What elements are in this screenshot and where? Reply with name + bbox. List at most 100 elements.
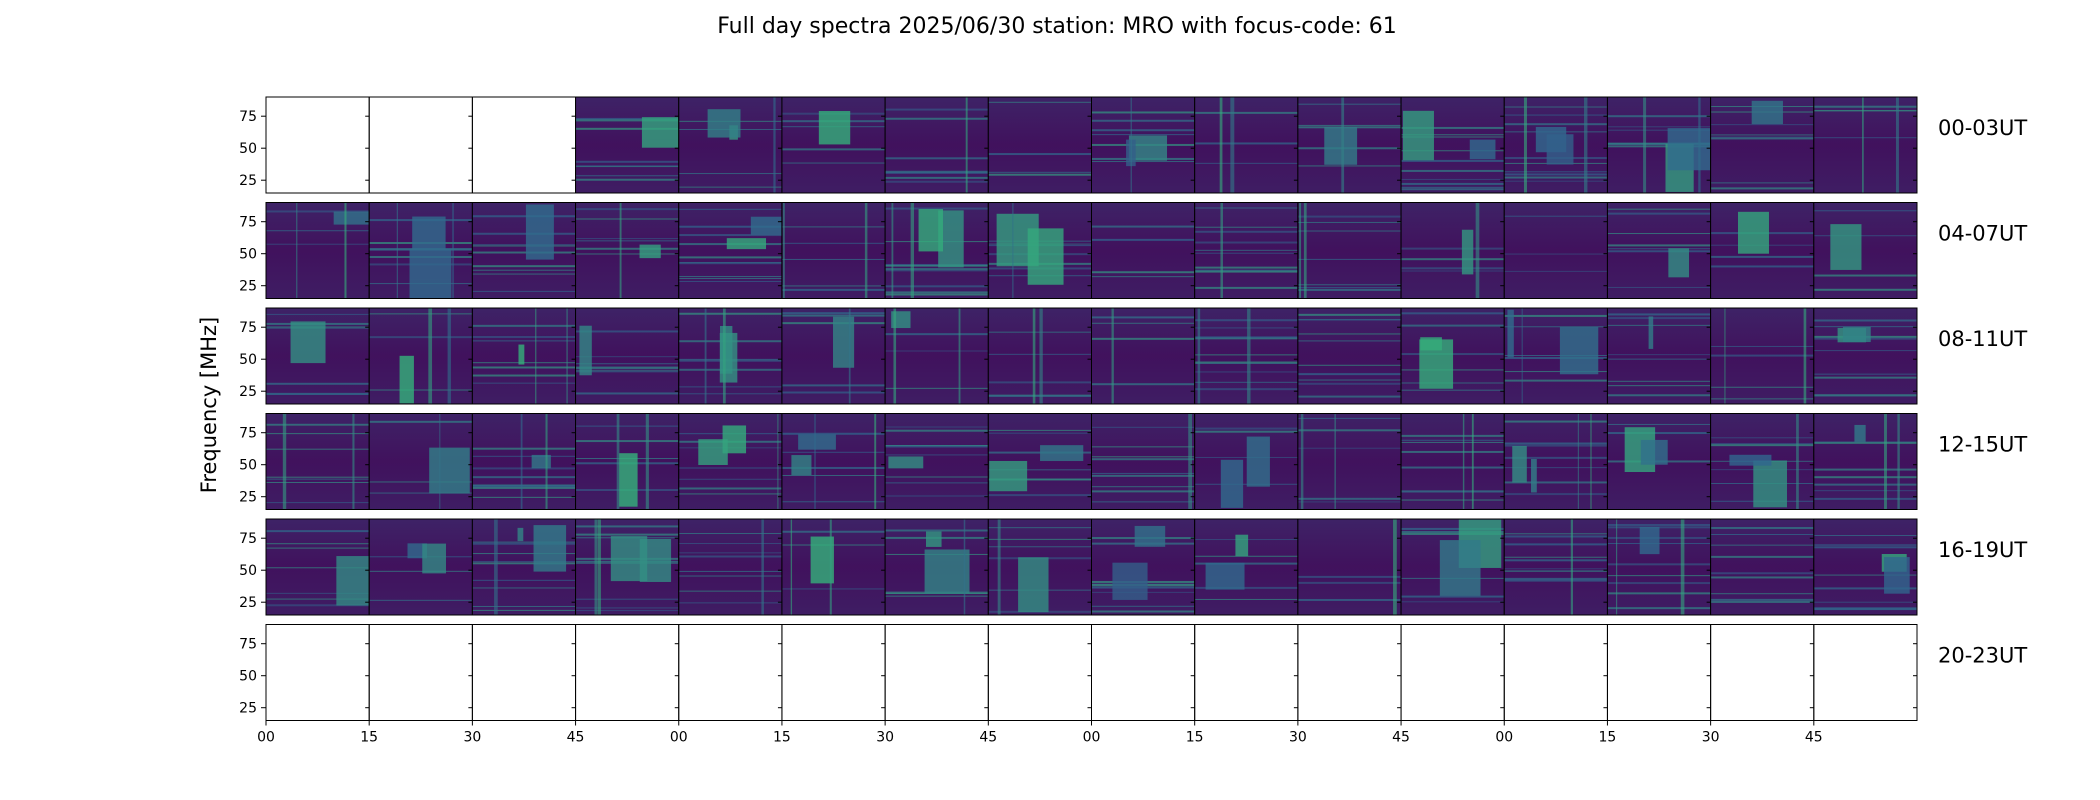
emission-block xyxy=(1246,436,1270,487)
rfi-line xyxy=(1297,284,1402,286)
rfi-line xyxy=(781,475,886,477)
spectra-row: 75 50 25 20-23UT xyxy=(239,624,2027,721)
spectrum-panel xyxy=(1091,307,1196,405)
rfi-line xyxy=(1813,110,1917,112)
rfi-line xyxy=(1091,472,1195,474)
rfi-line xyxy=(575,607,679,609)
rfi-line xyxy=(885,454,989,456)
rfi-line xyxy=(266,547,370,549)
spectrum-panel xyxy=(884,202,989,299)
rfi-line xyxy=(575,533,679,536)
rfi-line xyxy=(1401,169,1505,172)
rfi-line xyxy=(678,173,782,175)
burst-line xyxy=(761,519,764,615)
emission-block xyxy=(750,216,782,235)
spectrum-panel xyxy=(678,307,783,405)
rfi-line xyxy=(1607,358,1711,360)
emission-block xyxy=(422,543,446,574)
spectrum-panel xyxy=(1503,96,1608,194)
rfi-line xyxy=(1607,563,1711,566)
rfi-line xyxy=(1297,501,1402,503)
rfi-line xyxy=(575,330,679,333)
rfi-line xyxy=(885,157,989,160)
emission-block xyxy=(290,321,326,364)
row-time-label: 12-15UT xyxy=(1938,433,2027,457)
burst-line xyxy=(704,308,707,404)
rfi-line xyxy=(1194,586,1298,589)
rfi-line xyxy=(1091,225,1195,228)
rfi-line xyxy=(1710,576,1814,579)
burst-line xyxy=(997,519,1001,615)
rfi-line xyxy=(1401,595,1505,598)
panel-gradient xyxy=(1401,413,1505,510)
spectrum-panel xyxy=(471,413,577,510)
rfi-line xyxy=(781,466,886,469)
rfi-line xyxy=(678,575,782,577)
rfi-line xyxy=(1813,394,1917,397)
spectrum-panel xyxy=(678,518,783,616)
burst-line xyxy=(1303,202,1307,299)
rfi-line xyxy=(1813,468,1917,471)
emission-block xyxy=(1512,445,1527,483)
rfi-line xyxy=(1091,501,1195,503)
rfi-line xyxy=(1607,212,1711,215)
burst-line xyxy=(428,308,433,404)
rfi-line xyxy=(369,570,473,572)
rfi-line xyxy=(1607,607,1711,610)
rfi-line xyxy=(678,275,782,277)
rfi-line xyxy=(575,525,679,528)
rfi-line xyxy=(1194,456,1298,458)
rfi-line xyxy=(885,445,989,447)
spectrum-panel xyxy=(987,518,1092,616)
rfi-line xyxy=(885,350,989,352)
spectrum-panel xyxy=(1091,518,1196,616)
spectrum-panel xyxy=(1606,518,1712,616)
panel-gradient xyxy=(1813,97,1917,193)
rfi-line xyxy=(1091,610,1195,613)
rfi-line xyxy=(575,208,679,211)
burst-line xyxy=(1300,413,1304,510)
rfi-line xyxy=(266,592,370,594)
rfi-line xyxy=(1710,572,1814,575)
emission-block xyxy=(1235,534,1249,557)
rfi-line xyxy=(1194,269,1298,272)
rfi-line xyxy=(988,538,1092,540)
spectrum-panel xyxy=(678,202,783,299)
spectrum-panel xyxy=(1813,518,1918,616)
rfi-line xyxy=(1607,129,1711,131)
y-tick-label: 50 xyxy=(239,563,257,579)
spectrum-panel xyxy=(471,96,577,194)
spectrum-panel xyxy=(1194,307,1299,405)
burst-line xyxy=(965,97,968,193)
rfi-line xyxy=(1710,593,1814,595)
rfi-line xyxy=(472,335,576,338)
spectra-row: 75 50 25 04-07UT xyxy=(239,202,2027,299)
burst-line xyxy=(1590,413,1592,510)
burst-line xyxy=(545,413,548,510)
rfi-line xyxy=(575,117,679,120)
rfi-line xyxy=(1607,423,1711,425)
burst-line xyxy=(1247,308,1251,404)
spectrum-panel xyxy=(781,202,886,299)
rfi-line xyxy=(1710,443,1814,445)
rfi-line xyxy=(678,590,782,592)
rfi-line xyxy=(1297,575,1402,578)
rfi-line xyxy=(1504,171,1608,173)
rfi-line xyxy=(1091,129,1195,132)
rfi-line xyxy=(1710,255,1814,258)
rfi-line xyxy=(781,148,886,151)
panel-frame xyxy=(1813,413,1918,510)
spectrum-panel xyxy=(1297,518,1402,616)
burst-line xyxy=(773,97,776,193)
rfi-line xyxy=(885,529,989,532)
rfi-line xyxy=(1710,598,1814,601)
burst-line xyxy=(1334,413,1336,510)
emission-block xyxy=(1842,326,1871,343)
rfi-line xyxy=(1607,248,1711,250)
panel-frame xyxy=(265,624,370,721)
emission-block xyxy=(1830,224,1862,270)
rfi-line xyxy=(1710,555,1814,558)
panel-frame xyxy=(368,624,473,721)
rfi-line xyxy=(1710,136,1814,138)
spectrum-panel xyxy=(265,413,370,510)
